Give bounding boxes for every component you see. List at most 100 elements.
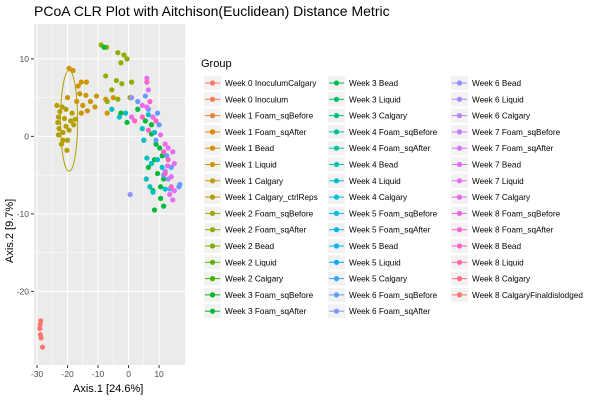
legend-item: Week 1 Foam_sqAfter	[204, 124, 307, 139]
legend-label: Week 6 Foam_sqAfter	[349, 307, 431, 316]
x-tick-label: -30	[31, 369, 44, 379]
data-point	[83, 92, 89, 98]
data-point	[147, 98, 153, 105]
legend-item: Week 5 Bead	[328, 239, 398, 253]
data-point	[64, 137, 71, 143]
legend-key-point	[456, 145, 463, 151]
legend-key-point	[209, 243, 216, 249]
data-point	[55, 114, 62, 120]
data-point	[109, 106, 115, 112]
data-point	[150, 114, 156, 120]
legend-label: Week 8 Calgary	[472, 275, 531, 284]
legend-label: Week 4 Calgary	[349, 193, 408, 202]
legend-item: Week 6 Foam_sqBefore	[328, 287, 438, 302]
data-point	[135, 98, 141, 105]
data-point	[147, 184, 153, 190]
data-point	[139, 102, 145, 108]
data-point	[66, 127, 72, 133]
data-point	[124, 56, 130, 62]
data-point	[139, 126, 145, 132]
legend-key-point	[209, 80, 216, 86]
legend-item: Week 2 Foam_sqAfter	[204, 222, 307, 237]
data-point	[156, 122, 162, 128]
legend-key-point	[333, 259, 340, 265]
legend-label: Week 4 Liquid	[349, 177, 401, 186]
data-point	[83, 79, 90, 85]
legend-key-point	[456, 129, 463, 135]
data-point	[144, 79, 150, 85]
legend-label: Week 0 Inoculum	[225, 95, 288, 104]
legend-key-point	[456, 292, 463, 298]
data-point	[119, 81, 125, 87]
data-point	[144, 75, 150, 81]
legend-item: Week 5 Liquid	[328, 255, 401, 270]
legend-key-point	[333, 145, 340, 151]
y-tick-label: -10	[17, 209, 30, 219]
legend-label: Week 8 Foam_sqBefore	[472, 209, 561, 218]
data-point	[171, 160, 177, 167]
legend-key-point	[209, 259, 216, 265]
x-tick-label: -10	[92, 369, 105, 379]
data-point	[104, 98, 110, 105]
legend-key-point	[333, 161, 340, 168]
legend-item: Week 8 Calgary	[451, 271, 531, 286]
data-point	[168, 184, 174, 190]
data-point	[145, 164, 151, 170]
legend-label: Week 2 Bead	[225, 242, 274, 251]
data-point	[143, 176, 149, 182]
legend-key-point	[209, 227, 216, 233]
data-point	[162, 170, 168, 177]
data-point	[165, 157, 171, 163]
legend-item: Week 6 Bead	[451, 76, 521, 90]
legend-item: Week 8 CalgaryFinaldislodged	[451, 287, 583, 302]
legend-label: Week 5 Foam_sqAfter	[349, 226, 431, 235]
legend-label: Week 6 Liquid	[472, 95, 524, 104]
data-point	[78, 79, 84, 85]
legend-label: Week 1 Calgary	[225, 177, 284, 186]
legend-key-point	[456, 194, 463, 200]
data-point	[116, 114, 123, 120]
legend-label: Week 4 Bead	[349, 161, 398, 170]
legend-label: Week 5 Foam_sqBefore	[349, 209, 438, 218]
legend-label: Week 7 Bead	[472, 161, 521, 170]
legend-label: Week 4 Foam_sqBefore	[349, 128, 438, 137]
x-tick-label: 0	[126, 369, 131, 379]
data-point	[142, 118, 148, 124]
legend-item: Week 2 Calgary	[204, 271, 284, 286]
data-point	[162, 141, 168, 147]
legend-key-point	[209, 96, 216, 102]
legend-key-point	[456, 276, 463, 282]
legend-label: Week 5 Bead	[349, 242, 398, 251]
legend-key-point	[209, 145, 216, 151]
data-point	[153, 118, 159, 124]
legend-key-point	[333, 178, 340, 184]
legend-item: Week 7 Liquid	[451, 173, 524, 188]
legend-label: Week 1 Foam_sqAfter	[225, 128, 307, 137]
legend-label: Week 2 Foam_sqAfter	[225, 226, 307, 235]
legend-label: Week 8 Bead	[472, 242, 521, 251]
legend-item: Week 3 Foam_sqBefore	[204, 287, 314, 302]
data-point	[66, 65, 72, 71]
data-point	[110, 95, 116, 101]
data-point	[153, 141, 159, 147]
data-point	[141, 137, 147, 143]
data-point	[74, 98, 80, 105]
plot-panel	[34, 24, 185, 365]
x-axis-ticks: -30 -20 -10 0 10	[31, 365, 164, 379]
legend-title: Group	[201, 58, 232, 70]
legend: Week 0 InoculumCalgary Week 0 Inoculum Wee…	[204, 76, 583, 319]
data-point	[61, 115, 68, 122]
y-tick-label: 10	[20, 54, 30, 64]
legend-label: Week 1 Calgary_ctrlReps	[225, 193, 318, 202]
data-point	[165, 145, 171, 151]
data-point	[57, 108, 63, 115]
legend-key-point	[456, 227, 463, 233]
data-point	[129, 95, 135, 101]
data-point	[148, 160, 155, 167]
legend-label: Week 7 Liquid	[472, 177, 524, 186]
legend-key-point	[209, 194, 216, 200]
x-axis-title: Axis.1 [24.6%]	[73, 383, 143, 395]
legend-label: Week 5 Liquid	[349, 258, 401, 267]
legend-key-point	[209, 178, 216, 184]
legend-label: Week 3 Bead	[349, 79, 398, 88]
